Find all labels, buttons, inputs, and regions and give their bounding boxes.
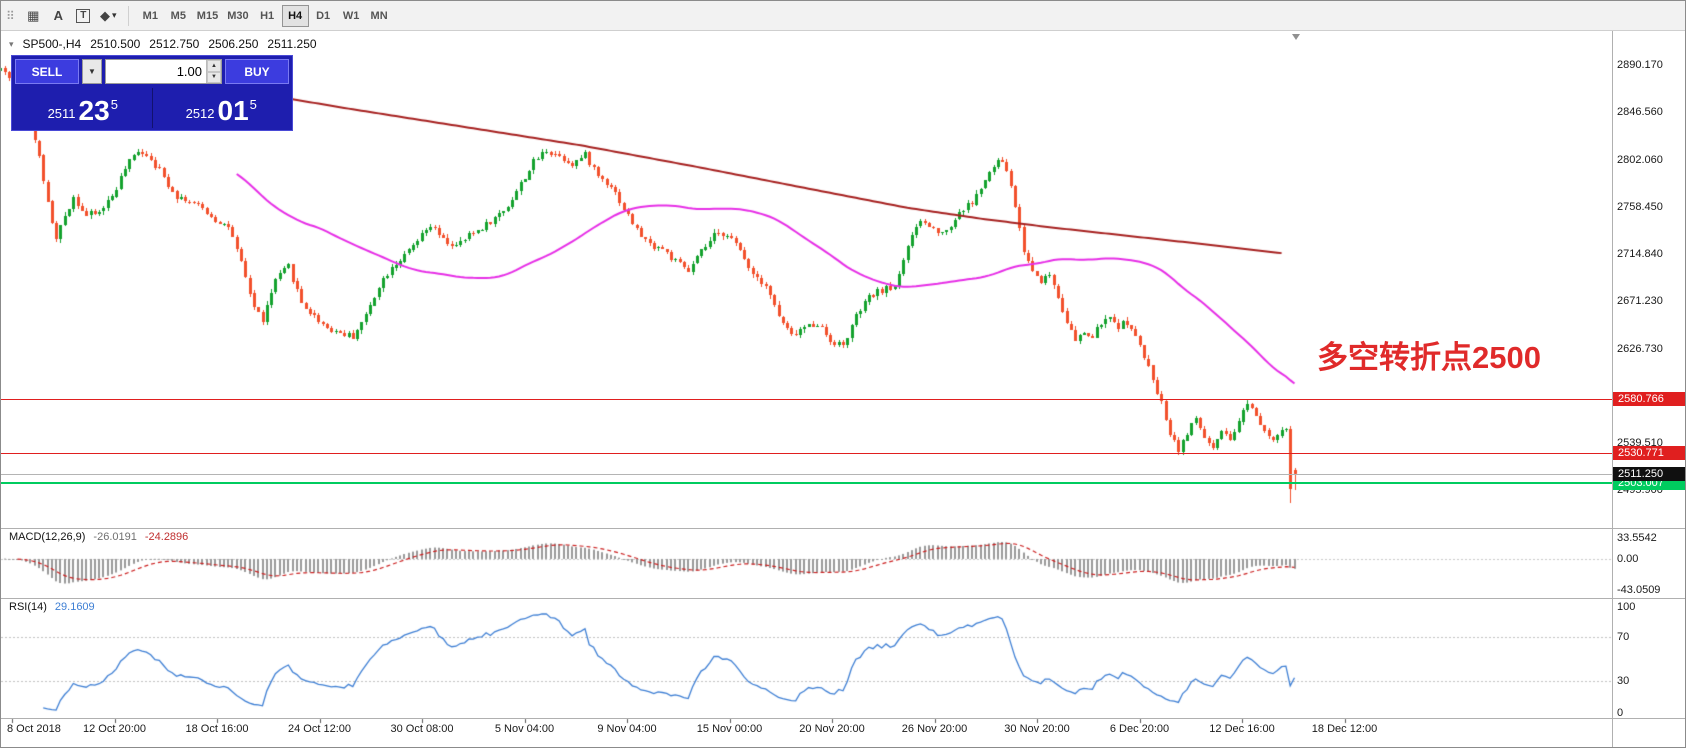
time-axis-label: 9 Nov 04:00 [597, 723, 657, 735]
chart-shift-marker [1292, 34, 1300, 40]
volume-stepper: ▲ ▼ [206, 60, 221, 83]
sell-button[interactable]: SELL [15, 59, 79, 84]
macd-signal-value: -24.2896 [144, 531, 189, 543]
objects-icon[interactable]: ◆ ▾ [97, 4, 120, 28]
volume-input[interactable] [106, 60, 206, 83]
time-axis-label: 5 Nov 04:00 [494, 723, 555, 735]
price-axis-tick: 2846.560 [1617, 106, 1663, 119]
time-axis-label: 30 Oct 08:00 [390, 723, 454, 735]
chevron-down-icon: ▾ [112, 10, 117, 20]
price-axis-tick: 2802.060 [1617, 154, 1663, 167]
timeframe-button-m1[interactable]: M1 [137, 5, 164, 27]
timeframe-button-m30[interactable]: M30 [223, 5, 252, 27]
one-click-trading-panel: SELL ▼ ▲ ▼ BUY 2511 23 5 2512 01 5 [11, 55, 293, 131]
chart-annotation: 多空转折点2500 [1317, 340, 1541, 375]
volume-field: ▲ ▼ [105, 59, 222, 84]
macd-axis-max: 33.5542 [1617, 532, 1657, 544]
timeframe-button-m15[interactable]: M15 [193, 5, 222, 27]
rsi-value: 29.1609 [54, 601, 95, 613]
chart-title: SP500-,H4 [22, 37, 82, 51]
timeframe-button-h4[interactable]: H4 [281, 4, 309, 27]
time-axis-label: 18 Dec 12:00 [1311, 723, 1378, 735]
price-axis-tick: 2626.730 [1617, 343, 1663, 356]
buy-button[interactable]: BUY [225, 59, 289, 84]
price-level-label: 2530.771 [1613, 445, 1685, 460]
price-level-line-resistance[interactable] [1, 399, 1612, 400]
price-level-line-resistance[interactable] [1, 453, 1612, 454]
price-axis-tick: 2890.170 [1617, 59, 1663, 72]
chart-title-icon: ▾ [9, 38, 14, 49]
ohlc-high: 2512.750 [149, 37, 200, 51]
price-axis-tick: 2714.840 [1617, 248, 1663, 261]
ask-price-prefix: 2512 [185, 106, 215, 121]
price-level-line-support[interactable] [1, 482, 1612, 484]
ask-price-sup-digit: 5 [249, 97, 257, 112]
chart-grid-icon[interactable]: ▦ [22, 4, 45, 28]
ohlc-close: 2511.250 [267, 37, 317, 51]
ask-price-big-digits: 01 [217, 95, 249, 126]
timeframe-button-mn[interactable]: MN [366, 5, 393, 27]
volume-increase-button[interactable]: ▲ [207, 60, 221, 72]
rsi-axis-100: 100 [1617, 601, 1636, 613]
time-axis-label: 30 Nov 20:00 [1004, 723, 1070, 735]
time-axis-label: 12 Oct 20:00 [83, 723, 146, 735]
time-axis-label: 24 Oct 12:00 [288, 723, 351, 735]
top-toolbar: ⠿ ▦ A T ◆ ▾ M1 M5 M15 M30 H1 H4 D1 W1 MN [1, 1, 1685, 31]
bid-price-sup-digit: 5 [110, 97, 118, 112]
text-label-icon[interactable]: T [72, 4, 95, 28]
timeframe-button-d1[interactable]: D1 [310, 5, 337, 27]
ohlc-low: 2506.250 [208, 37, 259, 51]
bid-price-prefix: 2511 [47, 106, 76, 121]
price-axis-tick: 2758.450 [1617, 201, 1663, 214]
price-divider [151, 88, 153, 128]
bid-price-big-digits: 23 [78, 95, 110, 126]
rsi-indicator-header: RSI(14) 29.1609 [9, 601, 95, 613]
volume-dropdown-button[interactable]: ▼ [82, 59, 102, 84]
macd-label: MACD(12,26,9) [9, 531, 86, 543]
rsi-axis-70: 70 [1617, 631, 1630, 643]
bid-price-label: 2511.250 [1613, 466, 1685, 481]
macd-axis-zero: 0.00 [1617, 552, 1639, 565]
time-axis-label: 18 Oct 16:00 [185, 723, 249, 735]
chevron-down-icon: ▼ [88, 67, 96, 76]
timeframe-button-w1[interactable]: W1 [338, 5, 365, 27]
objects-diamond-icon: ◆ [100, 7, 111, 23]
rsi-axis-0: 0 [1617, 707, 1624, 719]
timeframe-button-m5[interactable]: M5 [165, 5, 192, 27]
rsi-label: RSI(14) [9, 601, 47, 613]
timeframe-toolbar: M1 M5 M15 M30 H1 H4 D1 W1 MN [137, 4, 393, 27]
pane-divider-rsi-timeaxis[interactable] [1, 718, 1685, 719]
toolbar-grip[interactable]: ⠿ [6, 8, 15, 23]
macd-axis-min: -43.0509 [1617, 584, 1661, 596]
toolbar-separator [127, 5, 129, 26]
ohlc-open: 2510.500 [90, 37, 141, 51]
price-level-label: 2580.766 [1613, 391, 1685, 406]
macd-main-value: -26.0191 [93, 531, 137, 543]
time-axis-label: 8 Oct 2018 [7, 723, 61, 735]
time-axis-label: 20 Nov 20:00 [799, 723, 865, 735]
pane-divider-macd-rsi[interactable] [1, 598, 1685, 599]
volume-decrease-button[interactable]: ▼ [207, 71, 221, 83]
time-axis-label: 15 Nov 00:00 [696, 723, 763, 735]
rsi-axis-30: 30 [1617, 675, 1630, 687]
ask-price-display[interactable]: 2512 01 5 [154, 86, 290, 130]
price-axis-tick: 2671.230 [1617, 295, 1663, 308]
bid-price-line [1, 474, 1612, 475]
timeframe-button-h1[interactable]: H1 [254, 5, 281, 27]
time-axis-label: 26 Nov 20:00 [901, 723, 968, 735]
bid-price-display[interactable]: 2511 23 5 [15, 86, 151, 130]
time-axis-label: 12 Dec 16:00 [1209, 723, 1275, 735]
pane-divider-main-macd[interactable] [1, 528, 1685, 529]
chart-ohlc-readout: ▾ SP500-,H4 2510.500 2512.750 2506.250 2… [9, 37, 317, 51]
text-a-icon[interactable]: A [47, 4, 70, 28]
time-axis-label: 6 Dec 20:00 [1109, 723, 1170, 735]
price-axis-divider [1612, 31, 1613, 747]
macd-indicator-header: MACD(12,26,9) -26.0191 -24.2896 [9, 531, 188, 543]
